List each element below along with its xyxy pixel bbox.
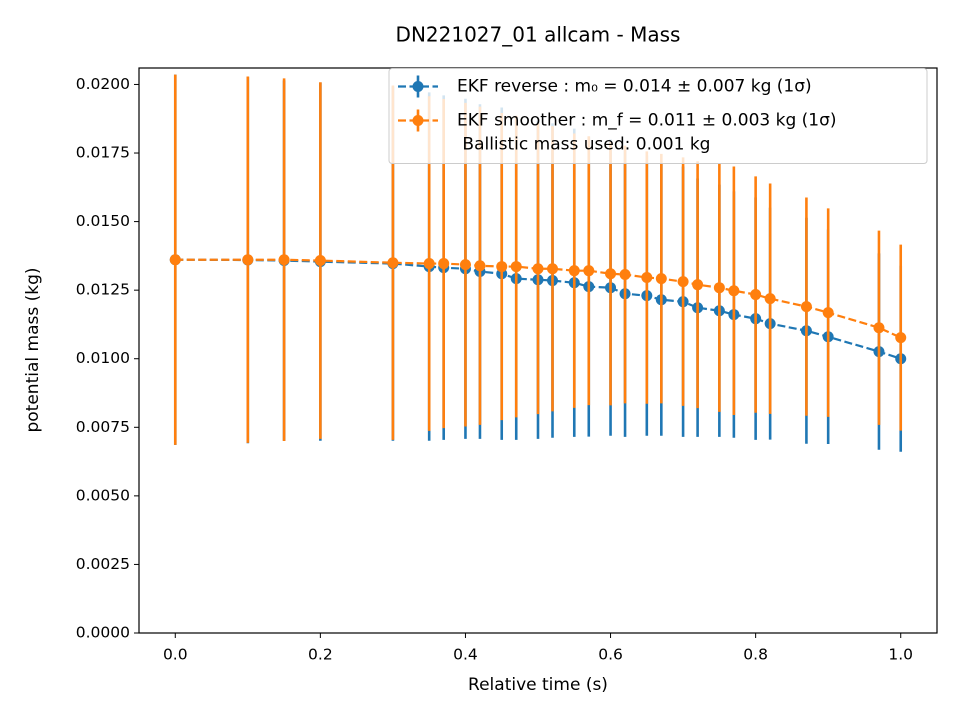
x-tick-label: 0.0 [163,646,188,664]
x-axis-label: Relative time (s) [468,675,608,695]
y-tick-label: 0.0125 [76,281,130,299]
y-tick-label: 0.0175 [76,144,130,162]
marker [583,265,595,277]
marker [750,289,762,301]
marker [764,293,776,305]
marker [510,261,522,273]
y-tick-label: 0.0100 [76,349,130,367]
marker [605,268,617,280]
legend-box [388,68,928,164]
marker [800,301,812,313]
marker [728,285,740,297]
marker [873,322,885,334]
marker [459,259,471,271]
y-tick-label: 0.0150 [76,212,130,230]
marker [438,258,450,270]
y-tick-label: 0.0075 [76,418,130,436]
marker [677,276,689,288]
legend-marker [412,81,424,92]
legend-label: EKF reverse : m₀ = 0.014 ± 0.007 kg (1σ) [457,77,812,97]
marker [496,261,508,273]
y-tick-label: 0.0050 [76,486,130,504]
marker [619,269,631,281]
marker [547,263,559,275]
marker [532,263,544,275]
marker [314,255,326,267]
marker [423,258,435,270]
y-tick-label: 0.0025 [76,555,130,573]
y-axis-label: potential mass (kg) [23,267,43,432]
marker [387,257,399,269]
marker [641,272,653,284]
marker [822,307,834,319]
x-tick-label: 0.4 [453,646,478,664]
marker [278,254,290,266]
x-tick-label: 0.2 [308,646,333,664]
marker [169,254,181,266]
marker [568,265,580,277]
marker [242,254,254,266]
x-tick-label: 1.0 [888,646,913,664]
x-tick-label: 0.6 [598,646,623,664]
marker [895,332,907,344]
chart-title: DN221027_01 allcam - Mass [396,23,681,47]
y-tick-label: 0.0000 [76,624,130,642]
x-tick-label: 0.8 [743,646,768,664]
marker [713,282,725,294]
marker [655,273,667,285]
marker [474,260,486,272]
y-tick-label: 0.0200 [76,75,130,93]
legend-note: Ballistic mass used: 0.001 kg [457,135,710,155]
legend-marker [412,115,424,126]
marker [692,279,704,291]
legend-label: EKF smoother : m_f = 0.011 ± 0.003 kg (1… [457,111,837,131]
